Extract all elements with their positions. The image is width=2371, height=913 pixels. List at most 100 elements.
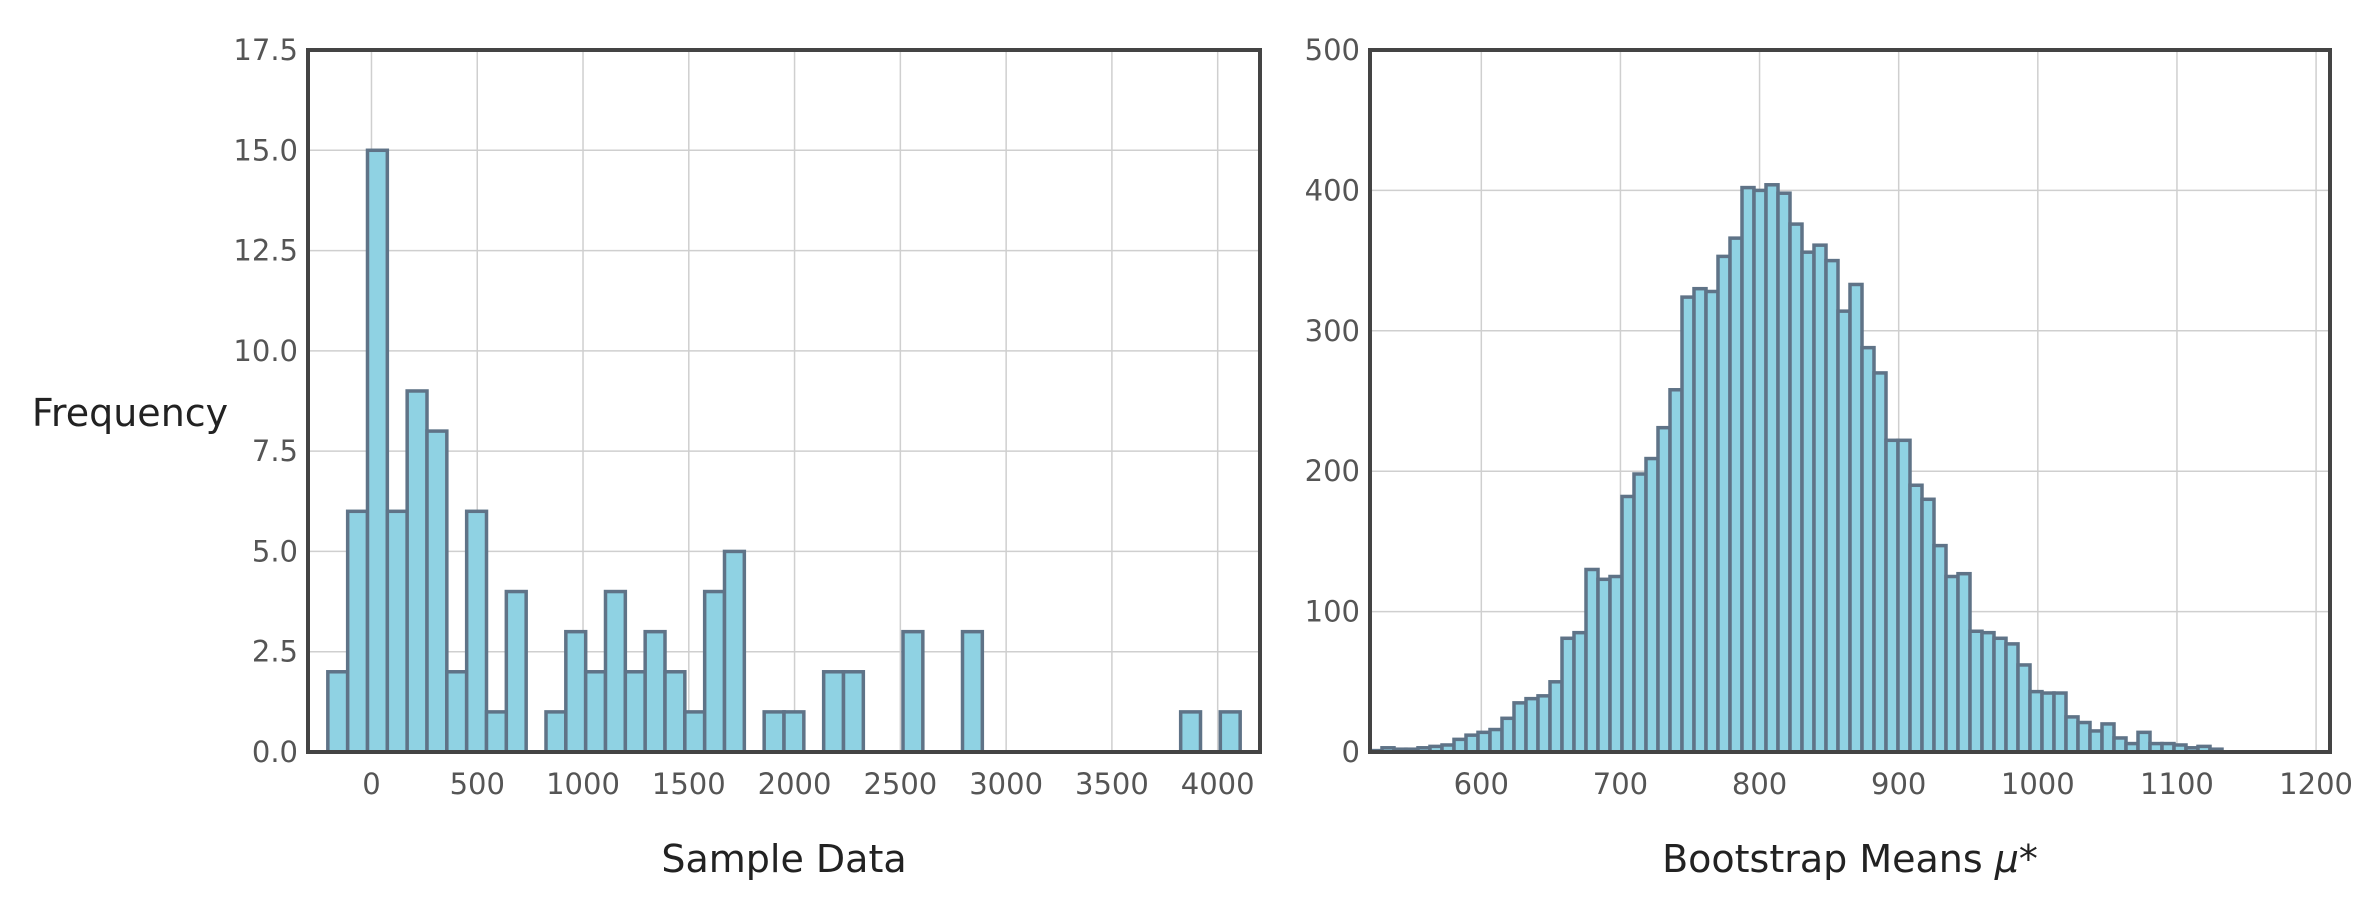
histogram-bar <box>464 509 489 754</box>
histogram-bar <box>564 629 588 754</box>
y-tick-label: 300 <box>1305 314 1360 348</box>
histogram-bar <box>1644 456 1660 754</box>
histogram-bar <box>544 710 568 754</box>
y-tick-label: 100 <box>1305 595 1360 629</box>
histogram-bar <box>1752 188 1768 754</box>
histogram-bar <box>901 629 925 754</box>
x-tick-label: 4000 <box>1181 767 1255 801</box>
x-tick-label: 800 <box>1732 767 1787 801</box>
histogram-bar <box>365 148 390 754</box>
y-tick-label: 0 <box>1342 735 1360 769</box>
histogram-bar <box>1872 371 1888 754</box>
histogram-bar <box>1560 636 1576 754</box>
histogram-bar <box>1860 345 1876 754</box>
histogram-bar <box>1572 630 1588 754</box>
x-tick-label: 500 <box>450 767 505 801</box>
x-axis-title: Sample Data <box>661 837 906 881</box>
histogram-bar <box>1992 636 2008 754</box>
histogram-bar <box>583 670 608 754</box>
histogram-bar <box>1836 309 1852 754</box>
histogram-bar <box>1788 222 1804 754</box>
histogram-bar <box>1536 694 1552 754</box>
histogram-bar <box>1476 730 1492 754</box>
histogram-bar <box>1218 710 1242 754</box>
histogram-bar <box>1740 185 1756 754</box>
histogram-bar <box>1980 630 1996 754</box>
histogram-bar <box>1668 388 1684 754</box>
histogram-bar <box>1584 567 1600 754</box>
histogram-bar <box>1968 629 1984 754</box>
histogram-bar <box>484 710 509 754</box>
y-tick-label: 5.0 <box>252 534 298 568</box>
y-tick-label: 400 <box>1305 173 1360 207</box>
x-tick-label: 3000 <box>969 767 1043 801</box>
histogram-bar <box>1956 571 1972 754</box>
histogram-bar <box>2028 689 2044 754</box>
histogram-bar <box>1500 716 1516 754</box>
histogram-bar <box>1764 183 1780 754</box>
histogram-bar <box>1896 438 1912 754</box>
x-axis-title: Bootstrap Means μ* <box>1662 837 2038 881</box>
x-tick-label: 2500 <box>863 767 937 801</box>
histogram-bar <box>1632 472 1648 754</box>
x-tick-label: 1500 <box>652 767 726 801</box>
histogram-bar <box>326 670 350 754</box>
histogram-bar <box>2052 691 2068 754</box>
histogram-bar <box>1548 680 1564 754</box>
histogram-bar <box>2040 691 2056 754</box>
histogram-bar <box>1524 696 1540 754</box>
y-tick-label: 15.0 <box>233 133 298 167</box>
histogram-bar <box>782 710 806 754</box>
histogram-bar <box>1848 282 1864 754</box>
x-tick-label: 900 <box>1871 767 1926 801</box>
histogram-bar <box>1512 701 1528 754</box>
histogram-bar <box>425 429 449 754</box>
histogram-bar <box>762 710 786 754</box>
histogram-bar <box>1908 483 1924 754</box>
histogram-bar <box>1944 574 1960 754</box>
histogram-bar <box>1728 236 1744 754</box>
x-tick-label: 2000 <box>758 767 832 801</box>
sample-data-histogram: 0 500 1000 1500 2000 2500 3000 3500 4000 0.0 2.5 5.… <box>32 33 1262 881</box>
histogram-bar <box>1680 295 1696 754</box>
histogram-bar <box>841 670 866 754</box>
histogram-bar <box>1704 289 1720 754</box>
histogram-bar <box>1178 710 1203 754</box>
x-tick-label: 1200 <box>2279 767 2353 801</box>
histogram-bar <box>623 670 647 754</box>
plot-frame <box>1368 48 2332 754</box>
y-axis-title: Frequency <box>32 391 228 435</box>
y-tick-label: 12.5 <box>233 234 298 268</box>
y-tick-label: 200 <box>1305 454 1360 488</box>
histogram-bar <box>445 670 469 754</box>
histogram-bar <box>2016 663 2032 754</box>
histogram-bar <box>683 710 707 754</box>
histogram-bar <box>345 509 370 754</box>
histogram-bar <box>1464 733 1480 754</box>
histogram-bar <box>1716 254 1732 754</box>
y-tick-label: 10.0 <box>233 334 298 368</box>
x-tick-label: 700 <box>1593 767 1648 801</box>
bootstrap-means-histogram: 600 700 800 900 1000 1100 1200 0 100 200 300 400 500… <box>1305 33 2353 881</box>
histogram-bar <box>2076 720 2092 754</box>
histogram-bar <box>2064 715 2080 754</box>
histogram-bar <box>1692 286 1708 754</box>
histogram-bar <box>385 509 409 754</box>
x-tick-label: 1100 <box>2140 767 2214 801</box>
histogram-bar <box>1884 438 1900 754</box>
histogram-bar <box>603 589 628 754</box>
histogram-bar <box>405 389 429 754</box>
histogram-bar <box>1932 543 1948 754</box>
y-tick-label: 500 <box>1305 33 1360 67</box>
histogram-bar <box>1824 258 1840 754</box>
histogram-bar <box>1800 250 1816 754</box>
histogram-bar <box>2136 730 2152 754</box>
x-axis-symbol: μ* <box>1994 837 2038 881</box>
plot-frame <box>306 48 1262 754</box>
histogram-bar <box>1776 191 1792 754</box>
histogram-bar <box>1920 497 1936 754</box>
y-tick-label: 7.5 <box>252 434 298 468</box>
histogram-bar <box>702 589 727 754</box>
histogram-bar <box>1656 425 1672 754</box>
